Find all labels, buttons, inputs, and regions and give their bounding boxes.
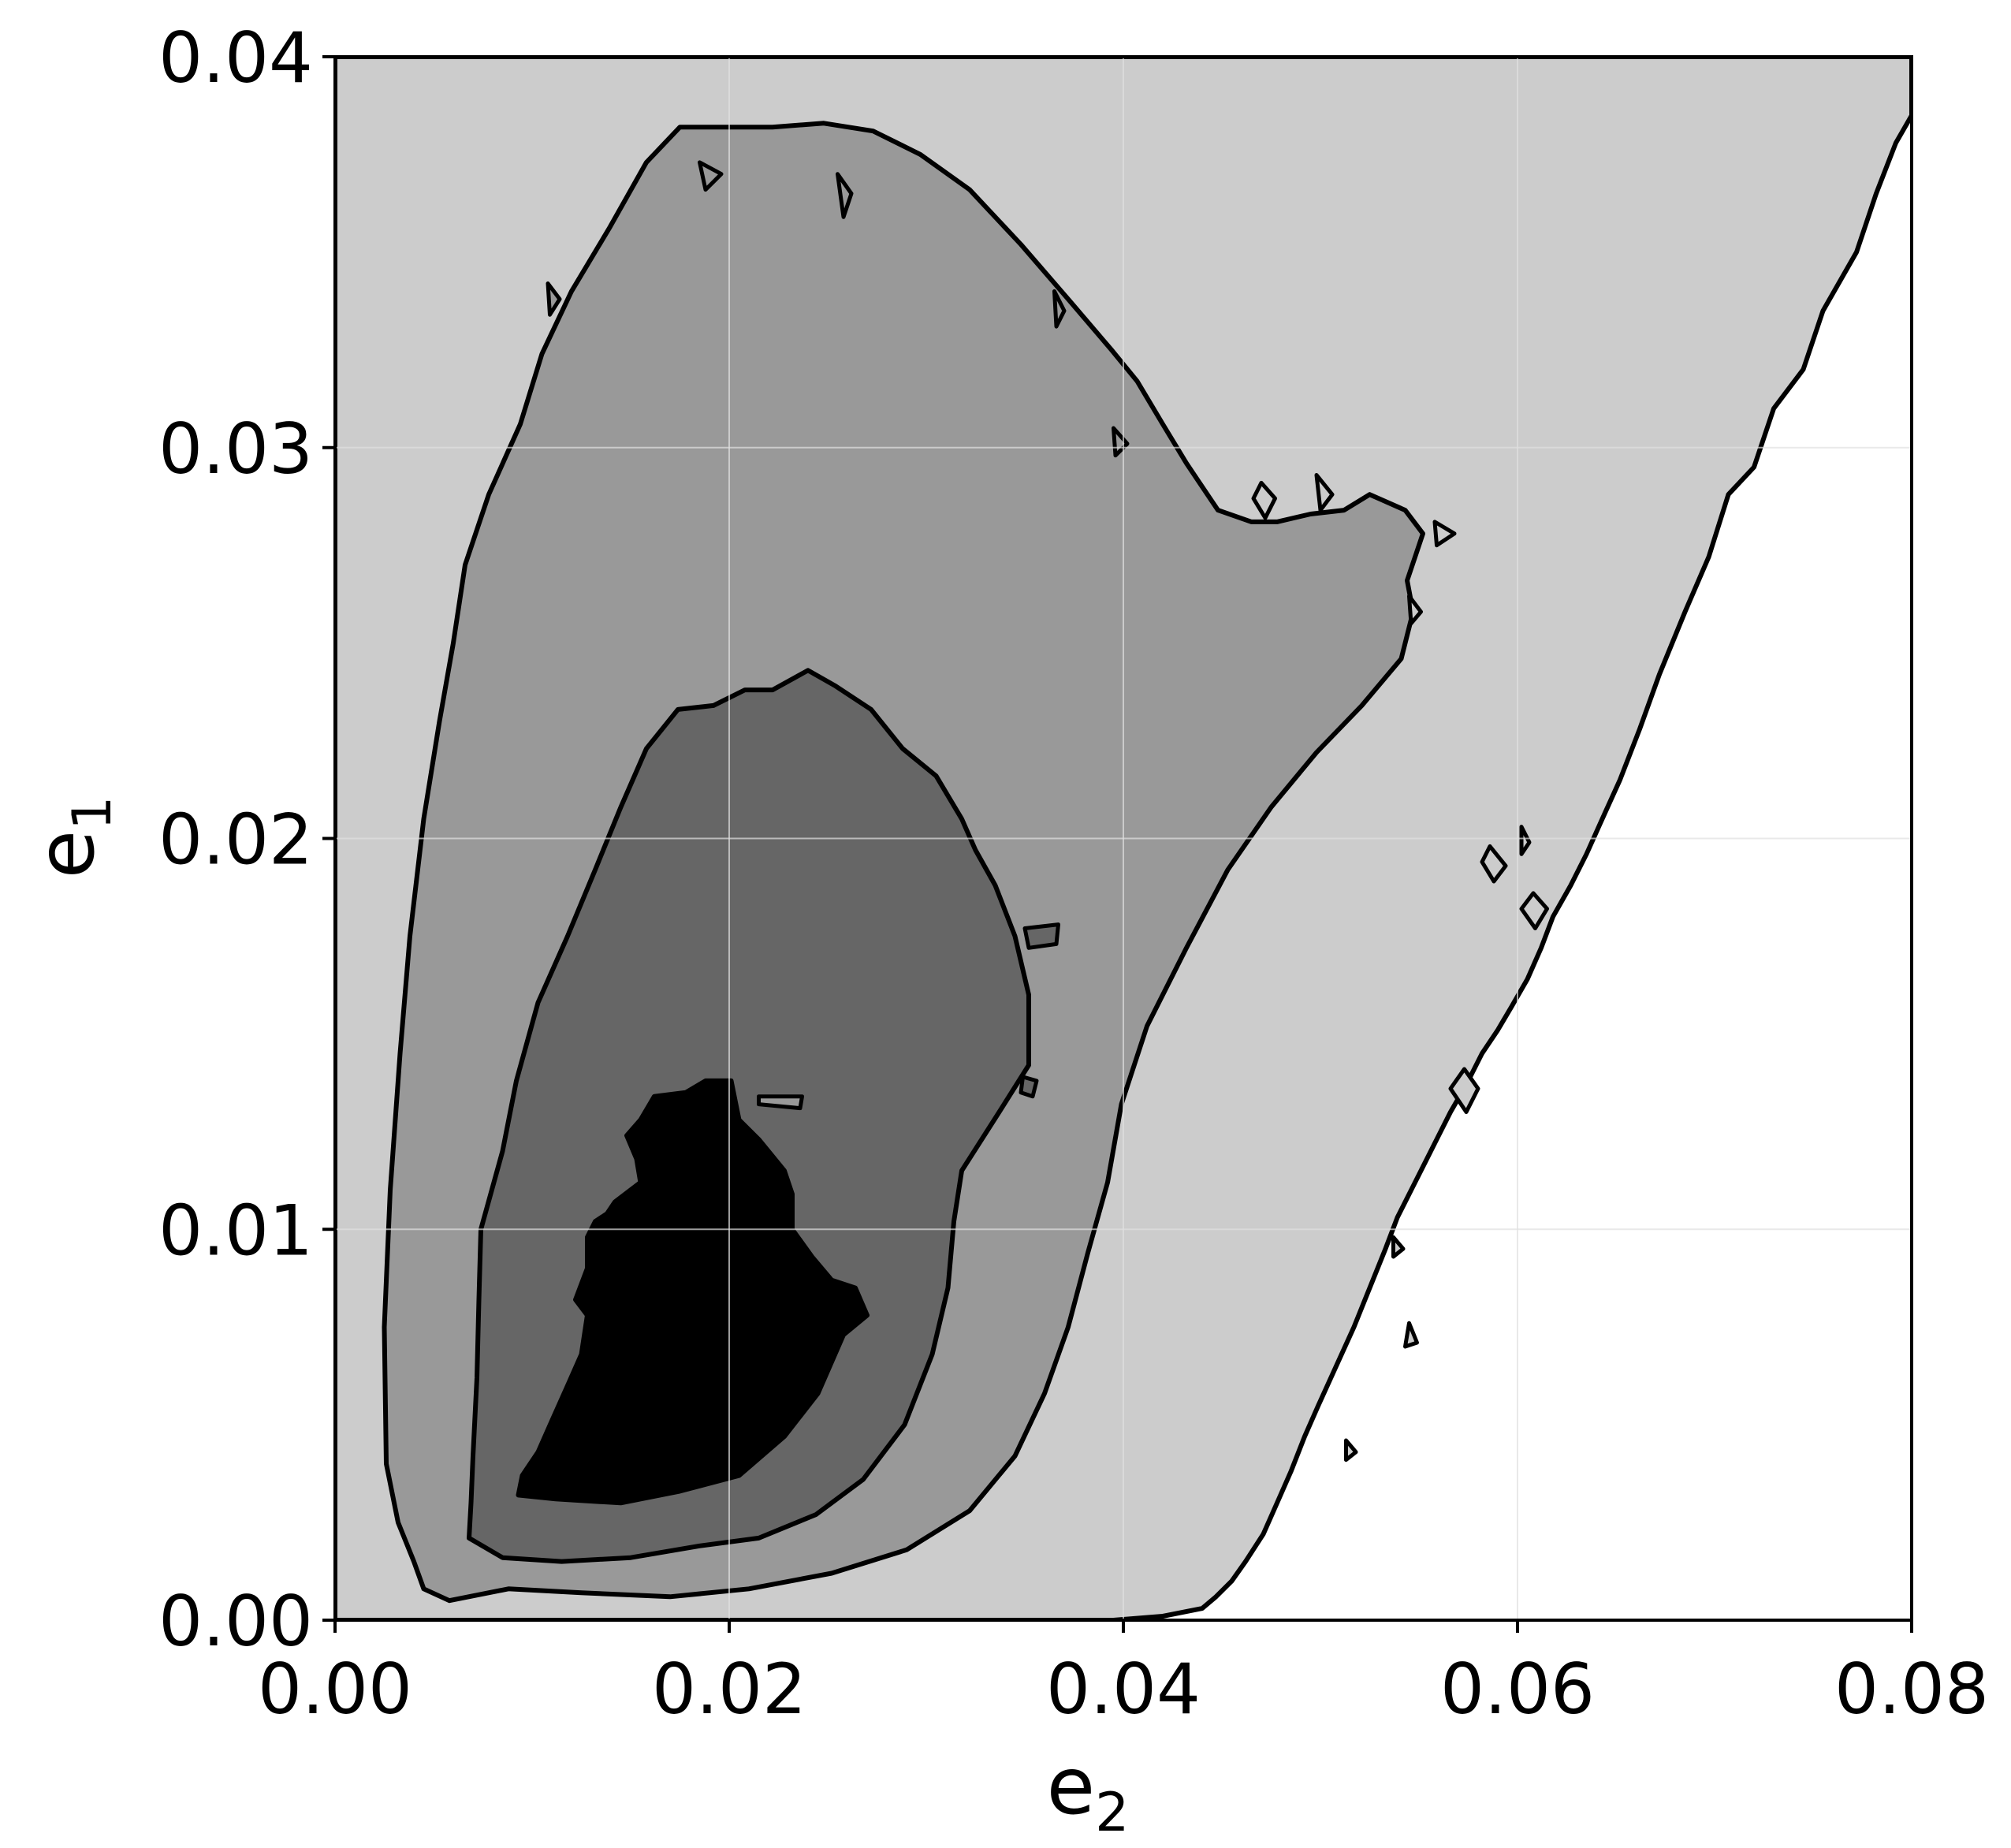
x-tick-label-1: 0.02 [652,1649,806,1730]
x-tick-label-0: 0.00 [258,1649,412,1730]
x-tick-label-3: 0.06 [1440,1649,1595,1730]
contour-island-3 [1052,289,1067,329]
y-tick-label-0: 0.00 [158,1581,313,1662]
contour-island-9 [1480,844,1508,884]
x-tick-label-4: 0.08 [1834,1649,1989,1730]
x-axis-title: e2 [1047,1740,1130,1844]
contour-island-10 [1519,891,1549,930]
contour-island-7 [1432,520,1457,548]
y-tick-label-4: 0.04 [158,17,313,99]
contour-region-level-4 [516,1078,870,1506]
contour-island-11 [1448,1067,1480,1114]
x-tick-label-2: 0.04 [1046,1649,1201,1730]
contour-island-5 [1251,480,1277,520]
contour-island-12 [1022,922,1060,950]
contour-island-16 [1403,1321,1419,1349]
contour-island-14 [757,1094,804,1111]
contour-island-18 [1391,1235,1406,1259]
y-tick-label-1: 0.01 [158,1190,313,1271]
y-tick-label-3: 0.03 [158,408,313,490]
contour-island-19 [1407,594,1423,626]
contour-island-2 [836,172,854,219]
contour-island-13 [1019,1075,1039,1099]
contour-island-8 [1519,825,1532,856]
y-axis-title: e1 [20,796,124,879]
contour-island-15 [546,281,562,317]
contour-island-4 [1112,426,1130,458]
contour-island-6 [1314,473,1335,512]
y-tick-label-2: 0.02 [158,799,313,881]
contour-island-1 [698,160,724,192]
contour-island-17 [1344,1438,1358,1462]
